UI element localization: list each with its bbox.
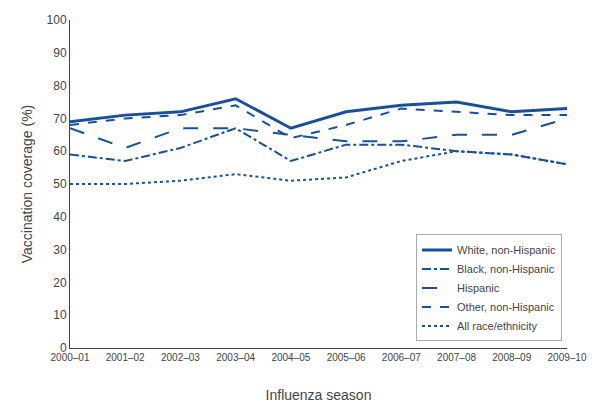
svg-text:2004–05: 2004–05 bbox=[271, 352, 310, 363]
svg-text:Other, non-Hispanic: Other, non-Hispanic bbox=[457, 301, 555, 313]
svg-text:40: 40 bbox=[53, 210, 67, 224]
svg-text:Hispanic: Hispanic bbox=[457, 282, 500, 294]
svg-text:20: 20 bbox=[53, 276, 67, 290]
svg-text:2007–08: 2007–08 bbox=[437, 352, 476, 363]
svg-text:70: 70 bbox=[53, 112, 67, 126]
svg-text:0: 0 bbox=[60, 341, 67, 355]
svg-text:2006–07: 2006–07 bbox=[382, 352, 421, 363]
svg-text:2002–03: 2002–03 bbox=[161, 352, 200, 363]
svg-text:2001–02: 2001–02 bbox=[106, 352, 145, 363]
svg-text:80: 80 bbox=[53, 79, 67, 93]
svg-text:All race/ethnicity: All race/ethnicity bbox=[457, 320, 538, 332]
svg-text:100: 100 bbox=[47, 13, 67, 27]
svg-text:2000–01: 2000–01 bbox=[51, 352, 90, 363]
svg-text:50: 50 bbox=[53, 177, 67, 191]
svg-text:White, non-Hispanic: White, non-Hispanic bbox=[457, 244, 556, 256]
svg-text:Vaccination coverage (%): Vaccination coverage (%) bbox=[19, 105, 35, 263]
svg-text:30: 30 bbox=[53, 243, 67, 257]
svg-text:2009–10: 2009–10 bbox=[548, 352, 587, 363]
svg-text:60: 60 bbox=[53, 144, 67, 158]
svg-text:90: 90 bbox=[53, 46, 67, 60]
svg-text:2005–06: 2005–06 bbox=[327, 352, 366, 363]
svg-text:2003–04: 2003–04 bbox=[216, 352, 255, 363]
svg-text:10: 10 bbox=[53, 308, 67, 322]
svg-text:Black, non-Hispanic: Black, non-Hispanic bbox=[457, 263, 555, 275]
svg-text:2008–09: 2008–09 bbox=[492, 352, 531, 363]
svg-text:Influenza season: Influenza season bbox=[266, 387, 372, 403]
